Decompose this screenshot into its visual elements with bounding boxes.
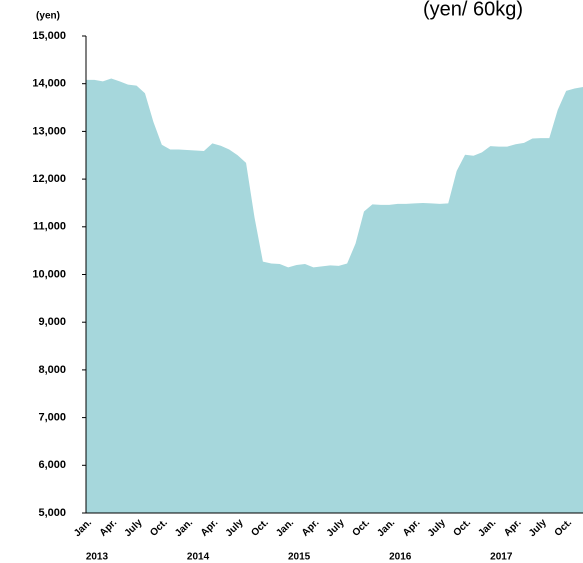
year-label: 2016	[389, 552, 412, 563]
x-tick-label: Jan.	[173, 517, 195, 539]
year-label: 2014	[187, 552, 210, 563]
x-tick-label: July	[123, 517, 145, 539]
x-tick-label: Oct.	[553, 517, 575, 539]
x-tick-label: Oct.	[350, 517, 372, 539]
x-tick-label: July	[527, 517, 549, 539]
year-label: 2017	[490, 552, 513, 563]
y-tick-label: 10,000	[32, 268, 66, 280]
year-label: 2015	[288, 552, 311, 563]
y-tick-label: 5,000	[38, 507, 66, 519]
chart-title: (yen/ 60kg)	[423, 0, 523, 20]
x-tick-label: Apr.	[300, 517, 322, 539]
area	[86, 78, 583, 513]
y-tick-label: 11,000	[33, 221, 66, 233]
y-unit-label: (yen)	[36, 11, 60, 22]
x-tick-label: Apr.	[98, 517, 120, 539]
y-tick-label: 8,000	[38, 364, 66, 376]
x-tick-label: Oct.	[249, 517, 271, 539]
x-tick-label: July	[224, 517, 246, 539]
x-tick-label: Jan.	[375, 517, 397, 539]
y-tick-label: 13,000	[32, 125, 66, 137]
y-tick-label: 14,000	[32, 78, 66, 90]
y-tick-label: 15,000	[32, 30, 66, 42]
x-tick-label: Apr.	[502, 517, 524, 539]
x-tick-label: Jan.	[274, 517, 296, 539]
y-tick-label: 6,000	[38, 459, 66, 471]
x-tick-label: Oct.	[452, 517, 474, 539]
x-tick-label: July	[325, 517, 347, 539]
x-tick-label: Jan.	[72, 517, 94, 539]
y-tick-label: 9,000	[38, 316, 66, 328]
x-tick-label: Apr.	[401, 517, 423, 539]
x-tick-label: Oct.	[148, 517, 170, 539]
x-tick-label: July	[426, 517, 448, 539]
year-label: 2013	[86, 552, 109, 563]
x-tick-label: Apr.	[199, 517, 221, 539]
x-tick-label: Jan.	[476, 517, 498, 539]
y-tick-label: 12,000	[32, 173, 66, 185]
y-tick-label: 7,000	[38, 412, 66, 424]
